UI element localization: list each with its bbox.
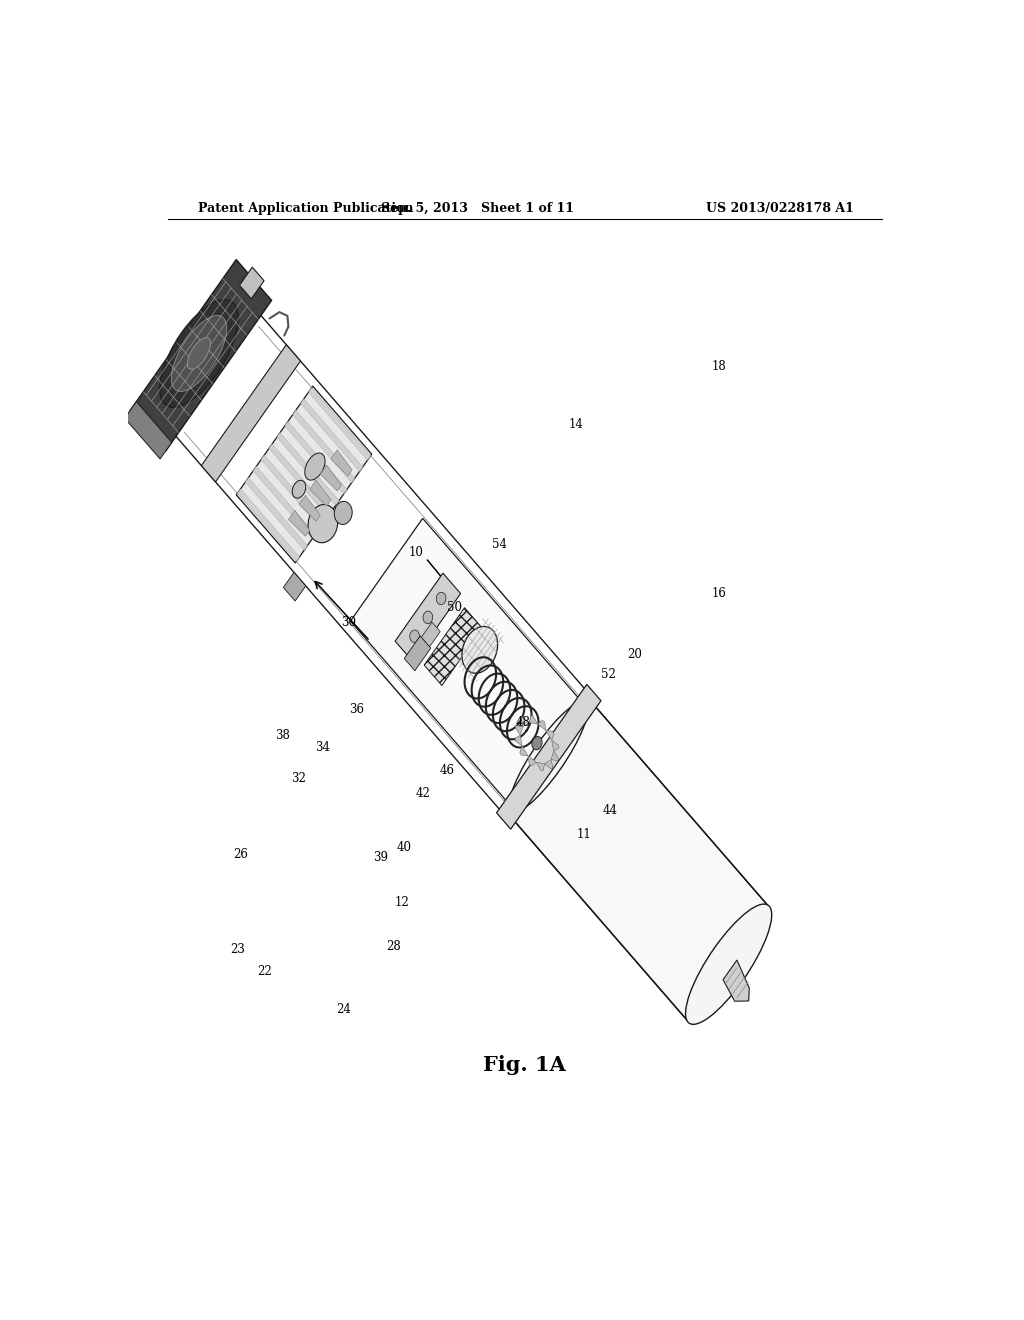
Text: 10: 10 — [409, 546, 424, 560]
Polygon shape — [253, 466, 315, 539]
Polygon shape — [309, 480, 331, 506]
Text: 22: 22 — [257, 965, 272, 978]
Polygon shape — [515, 735, 522, 746]
Text: 30: 30 — [341, 616, 356, 630]
Polygon shape — [237, 387, 372, 562]
Polygon shape — [299, 495, 321, 521]
Polygon shape — [395, 573, 461, 661]
Text: 32: 32 — [291, 772, 306, 785]
Polygon shape — [528, 756, 537, 766]
Polygon shape — [202, 345, 300, 482]
Text: 24: 24 — [337, 1003, 351, 1015]
Polygon shape — [421, 622, 440, 647]
Ellipse shape — [334, 502, 352, 524]
Text: 50: 50 — [447, 601, 463, 614]
Ellipse shape — [685, 904, 772, 1024]
Polygon shape — [321, 465, 342, 491]
Ellipse shape — [308, 504, 338, 543]
Polygon shape — [515, 726, 523, 735]
Text: 28: 28 — [386, 940, 401, 953]
Text: Sep. 5, 2013   Sheet 1 of 11: Sep. 5, 2013 Sheet 1 of 11 — [381, 202, 573, 215]
Text: 38: 38 — [275, 729, 290, 742]
Polygon shape — [537, 763, 545, 771]
Polygon shape — [538, 721, 546, 730]
Text: 11: 11 — [577, 828, 592, 841]
Text: 14: 14 — [569, 418, 584, 432]
Polygon shape — [350, 519, 579, 801]
Text: 48: 48 — [516, 715, 530, 729]
Polygon shape — [497, 684, 601, 829]
Ellipse shape — [171, 315, 226, 392]
Text: 40: 40 — [396, 841, 412, 854]
Polygon shape — [508, 700, 769, 1022]
Polygon shape — [293, 411, 355, 483]
Ellipse shape — [187, 338, 211, 370]
Text: 42: 42 — [416, 787, 431, 800]
Text: 23: 23 — [230, 942, 245, 956]
Text: 44: 44 — [603, 804, 618, 817]
Polygon shape — [308, 388, 371, 461]
Polygon shape — [246, 478, 307, 550]
Polygon shape — [301, 399, 362, 471]
Polygon shape — [130, 260, 271, 451]
Text: 34: 34 — [315, 742, 330, 755]
Polygon shape — [285, 421, 347, 494]
Text: US 2013/0228178 A1: US 2013/0228178 A1 — [707, 202, 854, 215]
Polygon shape — [240, 267, 264, 298]
Ellipse shape — [160, 300, 239, 408]
Polygon shape — [125, 401, 172, 459]
Polygon shape — [545, 759, 553, 770]
Polygon shape — [404, 636, 431, 671]
Polygon shape — [173, 312, 591, 817]
Text: Patent Application Publication: Patent Application Publication — [198, 202, 414, 215]
Polygon shape — [529, 715, 538, 723]
Polygon shape — [269, 444, 331, 516]
Text: 39: 39 — [373, 851, 388, 865]
Polygon shape — [289, 511, 309, 536]
Text: 36: 36 — [349, 702, 365, 715]
Polygon shape — [284, 573, 306, 601]
Polygon shape — [424, 607, 482, 685]
Ellipse shape — [462, 627, 498, 673]
Text: 18: 18 — [712, 360, 727, 374]
Text: 20: 20 — [627, 648, 642, 661]
Text: 16: 16 — [712, 587, 727, 599]
Text: Fig. 1A: Fig. 1A — [483, 1055, 566, 1074]
Polygon shape — [520, 746, 528, 756]
Ellipse shape — [410, 630, 420, 643]
Text: 52: 52 — [601, 668, 615, 681]
Ellipse shape — [436, 593, 446, 605]
Polygon shape — [723, 960, 750, 1002]
Polygon shape — [276, 433, 339, 506]
Polygon shape — [261, 455, 324, 528]
Text: 26: 26 — [233, 849, 248, 861]
Ellipse shape — [423, 611, 433, 623]
Ellipse shape — [305, 453, 325, 480]
Text: 46: 46 — [439, 764, 455, 776]
Text: 12: 12 — [394, 896, 410, 909]
Ellipse shape — [292, 480, 306, 498]
Polygon shape — [238, 488, 299, 561]
Polygon shape — [331, 450, 352, 477]
Polygon shape — [521, 717, 529, 727]
Polygon shape — [552, 741, 559, 751]
Ellipse shape — [510, 702, 588, 812]
Ellipse shape — [531, 737, 542, 750]
Text: 54: 54 — [492, 539, 507, 552]
Polygon shape — [546, 730, 554, 741]
Polygon shape — [551, 751, 558, 760]
